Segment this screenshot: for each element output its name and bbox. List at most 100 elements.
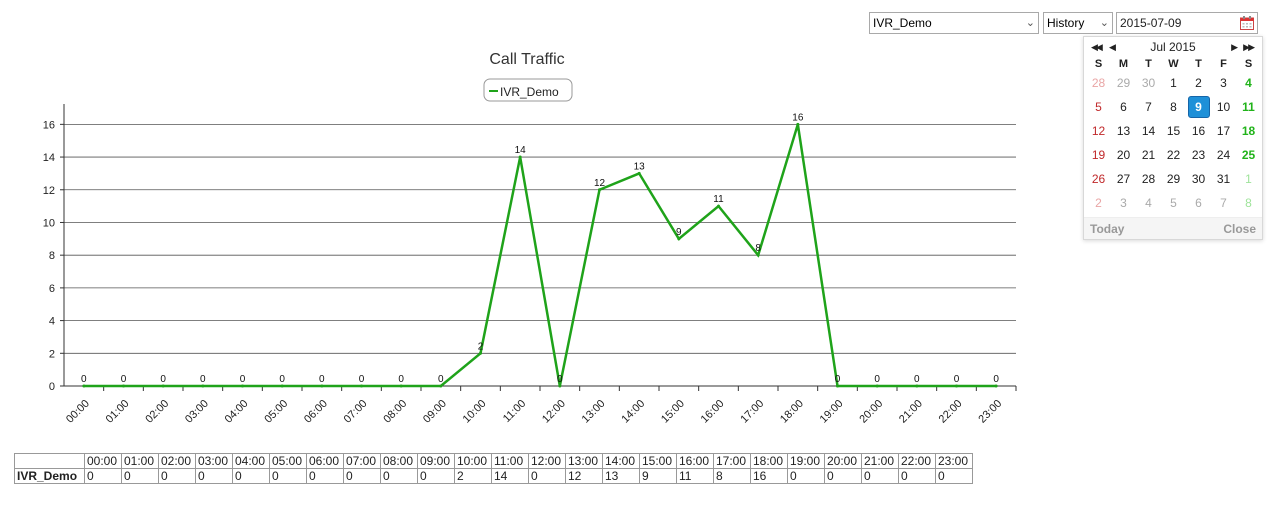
table-cell: 0	[787, 468, 825, 484]
calendar-day[interactable]: 17	[1216, 124, 1231, 138]
calendar-day[interactable]: 21	[1141, 148, 1156, 162]
calendar-day[interactable]: 6	[1120, 100, 1127, 114]
data-point[interactable]	[399, 384, 403, 388]
y-tick-label: 2	[49, 348, 55, 360]
data-point[interactable]	[360, 384, 363, 388]
calendar-day[interactable]: 5	[1095, 100, 1102, 114]
data-point[interactable]	[161, 384, 165, 388]
calendar-day[interactable]: 2	[1095, 196, 1102, 210]
data-point[interactable]	[796, 122, 800, 126]
calendar-day[interactable]: 8	[1245, 196, 1252, 210]
calendar-day[interactable]: 19	[1091, 148, 1106, 162]
data-point[interactable]	[439, 384, 443, 388]
calendar-day[interactable]: 15	[1166, 124, 1181, 138]
data-label: 2	[478, 341, 484, 352]
calendar-day[interactable]: 3	[1220, 76, 1227, 90]
data-point[interactable]	[756, 253, 760, 257]
calendar-day[interactable]: 8	[1170, 100, 1177, 114]
table-corner-cell	[14, 453, 85, 469]
data-point[interactable]	[241, 384, 244, 388]
calendar-day[interactable]: 18	[1241, 124, 1256, 138]
prev-month-icon[interactable]: ◀	[1109, 42, 1116, 52]
campaign-select[interactable]: IVR_Demo ⌄	[869, 12, 1039, 34]
calendar-day[interactable]: 4	[1145, 196, 1152, 210]
table-cell: 0	[380, 468, 418, 484]
today-button[interactable]: Today	[1090, 222, 1125, 236]
x-tick-label: 08:00	[381, 398, 409, 426]
calendar-day[interactable]: 1	[1245, 172, 1252, 186]
calendar-day[interactable]: 5	[1170, 196, 1177, 210]
calendar-day[interactable]: 16	[1191, 124, 1206, 138]
legend: IVR_Demo	[483, 78, 573, 102]
calendar-day[interactable]: 28	[1091, 76, 1106, 90]
calendar-day[interactable]: 28	[1141, 172, 1156, 186]
calendar-day[interactable]: 7	[1220, 196, 1227, 210]
data-label: 14	[515, 145, 527, 156]
data-point[interactable]	[518, 155, 522, 159]
calendar-day[interactable]: 23	[1191, 148, 1206, 162]
data-point[interactable]	[717, 204, 720, 208]
calendar-day[interactable]: 25	[1241, 148, 1256, 162]
table-cell: 0	[121, 468, 159, 484]
next-year-icon[interactable]: ▶▶	[1243, 42, 1255, 52]
data-label: 0	[160, 374, 166, 385]
date-input[interactable]: 2015-07-09	[1116, 12, 1258, 34]
data-point[interactable]	[320, 384, 324, 388]
x-tick-label: 18:00	[778, 398, 806, 426]
data-point[interactable]	[598, 188, 601, 192]
calendar-day[interactable]: 10	[1216, 100, 1231, 114]
calendar-day[interactable]: 11	[1242, 100, 1255, 114]
calendar-day[interactable]: 24	[1216, 148, 1231, 162]
close-button[interactable]: Close	[1223, 222, 1256, 236]
data-point[interactable]	[677, 237, 681, 241]
data-point[interactable]	[994, 384, 998, 388]
weekday-header: T	[1195, 58, 1202, 70]
calendar-day[interactable]: 2	[1195, 76, 1202, 90]
calendar-day[interactable]: 6	[1195, 196, 1202, 210]
legend-series-label[interactable]: IVR_Demo	[500, 85, 559, 99]
calendar-day[interactable]: 3	[1120, 196, 1127, 210]
data-point[interactable]	[82, 384, 86, 388]
data-point[interactable]	[280, 384, 284, 388]
data-label: 0	[200, 374, 206, 385]
calendar-day-selected[interactable]: 9	[1186, 95, 1211, 119]
chart-title: Call Traffic	[489, 51, 564, 68]
table-cell: 0	[84, 468, 122, 484]
calendar-day[interactable]: 1	[1170, 76, 1177, 90]
calendar-day[interactable]: 30	[1141, 76, 1156, 90]
calendar-day[interactable]: 14	[1141, 124, 1156, 138]
data-point[interactable]	[201, 384, 205, 388]
weekday-header: S	[1094, 58, 1103, 70]
calendar-day[interactable]: 29	[1116, 76, 1131, 90]
calendar-day[interactable]: 12	[1091, 124, 1106, 138]
table-cell: 16	[750, 468, 788, 484]
data-point[interactable]	[122, 384, 125, 388]
data-point[interactable]	[479, 351, 482, 355]
calendar-day[interactable]: 4	[1245, 76, 1252, 90]
calendar-day[interactable]: 20	[1116, 148, 1131, 162]
data-point[interactable]	[836, 384, 839, 388]
calendar-day[interactable]: 26	[1091, 172, 1106, 186]
calendar-footer: Today Close	[1084, 217, 1262, 239]
weekday-header: F	[1220, 58, 1227, 70]
calendar-day[interactable]: 29	[1166, 172, 1181, 186]
data-point[interactable]	[637, 171, 641, 175]
series-line-ivr-demo[interactable]	[83, 123, 997, 388]
calendar-day[interactable]: 30	[1191, 172, 1206, 186]
table-header-cell: 23:00	[935, 453, 973, 469]
calendar-icon[interactable]	[1239, 15, 1255, 31]
calendar-day[interactable]: 22	[1166, 148, 1181, 162]
x-tick-label: 00:00	[64, 398, 92, 426]
data-point[interactable]	[558, 384, 562, 388]
calendar-day[interactable]: 27	[1116, 172, 1131, 186]
calendar-day[interactable]: 13	[1116, 124, 1131, 138]
next-month-icon[interactable]: ▶	[1231, 42, 1238, 52]
prev-year-icon[interactable]: ◀◀	[1091, 42, 1103, 52]
calendar-day[interactable]: 31	[1216, 172, 1231, 186]
data-point[interactable]	[915, 384, 919, 388]
table-header-cell: 20:00	[824, 453, 862, 469]
data-point[interactable]	[955, 384, 958, 388]
calendar-day[interactable]: 7	[1145, 100, 1152, 114]
mode-select[interactable]: History ⌄	[1043, 12, 1113, 34]
data-point[interactable]	[875, 384, 879, 388]
